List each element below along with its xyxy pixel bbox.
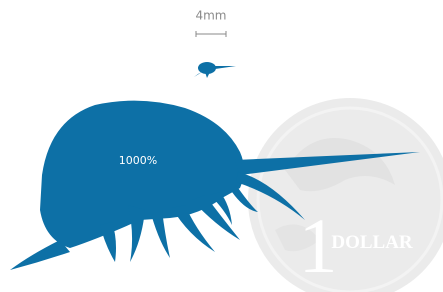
scale-label: 4mm xyxy=(195,9,226,23)
bug-leg xyxy=(128,205,145,262)
bug-tail xyxy=(10,240,70,270)
small-bug xyxy=(194,62,236,78)
coin-word: DOLLAR xyxy=(331,232,413,253)
bug-leg xyxy=(100,222,116,262)
illustration: 1 DOLLAR 4mm 1000% xyxy=(0,0,443,292)
scale-bar xyxy=(196,31,226,37)
magnification-label: 1000% xyxy=(119,154,157,167)
